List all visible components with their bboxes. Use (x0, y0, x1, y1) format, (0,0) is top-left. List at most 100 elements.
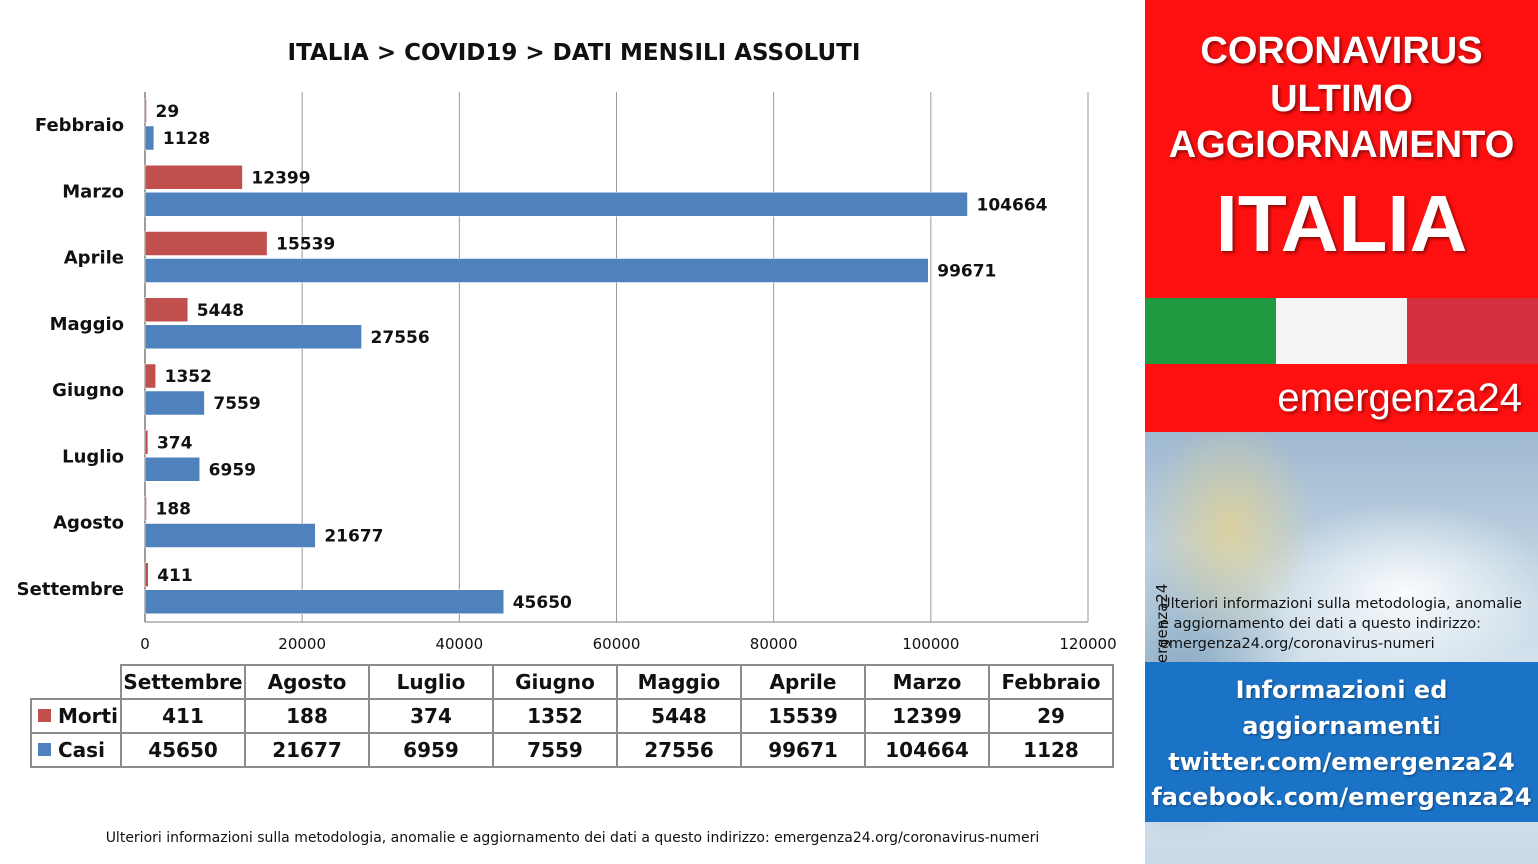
category-label: Febbraio (35, 115, 124, 136)
table-cell: 6959 (368, 732, 494, 768)
headline-line: CORONAVIRUS (1200, 30, 1483, 72)
x-tick-label: 0 (140, 635, 150, 653)
bar-value-label: 6959 (209, 460, 256, 480)
chart-panel: ITALIA > COVID19 > DATI MENSILI ASSOLUTI… (16, 40, 1117, 846)
legend-label-casi: Casi (58, 738, 105, 762)
bar-value-label: 7559 (213, 394, 260, 414)
category-label: Agosto (53, 513, 124, 534)
bar-value-label: 411 (157, 566, 193, 586)
table-cell: 1352 (492, 698, 618, 734)
bar-morti (144, 231, 268, 256)
table-col-header: Luglio (368, 664, 494, 700)
bar-casi (144, 258, 929, 283)
bar-value-label: 188 (156, 500, 192, 520)
bar-morti (144, 165, 243, 190)
table-col-header: Settembre (120, 664, 246, 700)
bar-morti (144, 297, 189, 322)
bar-value-label: 99671 (937, 262, 996, 282)
table-cell: 374 (368, 698, 494, 734)
info-note: Ulteriori informazioni sulla metodologia… (1160, 596, 1523, 652)
bar-morti (144, 562, 149, 587)
table-col-header: Marzo (864, 664, 990, 700)
flag-green-stripe (1145, 298, 1276, 364)
bar-casi (144, 457, 200, 482)
table-header-row: Settembre Agosto Luglio Giugno Maggio Ap… (31, 664, 1114, 700)
table-col-header: Maggio (616, 664, 742, 700)
table-cell: 188 (244, 698, 370, 734)
brand-bar: emergenza24 (1145, 364, 1538, 432)
legend-swatch-morti (38, 709, 51, 722)
bar-value-label: 1128 (163, 129, 210, 149)
table-row-header: Morti (30, 698, 122, 734)
category-label: Marzo (62, 181, 124, 202)
table-cell: 12399 (864, 698, 990, 734)
bar-value-label: 5448 (197, 301, 244, 321)
bar-casi (144, 125, 155, 151)
social-line: aggiornamenti (1242, 712, 1441, 740)
category-label: Giugno (52, 380, 124, 401)
table-row-morti: Morti 411 188 374 1352 5448 15539 12399 … (30, 698, 1114, 734)
headline-line: ULTIMO (1270, 78, 1413, 120)
table-cell: 99671 (740, 732, 866, 768)
table-cell: 1128 (988, 732, 1114, 768)
headline-box: CORONAVIRUS ULTIMO AGGIORNAMENTO ITALIA (1145, 0, 1538, 298)
bar-value-label: 104664 (976, 195, 1047, 215)
data-table: Settembre Agosto Luglio Giugno Maggio Ap… (30, 664, 1114, 768)
bar-value-label: 15539 (276, 235, 335, 255)
table-col-header: Aprile (740, 664, 866, 700)
table-cell: 29 (988, 698, 1114, 734)
category-label: Maggio (50, 314, 124, 335)
bar-value-label: 21677 (324, 527, 383, 547)
chart-title: ITALIA > COVID19 > DATI MENSILI ASSOLUTI (287, 40, 861, 66)
table-row-header: Casi (30, 732, 122, 768)
category-label: Aprile (64, 248, 124, 269)
category-label: Luglio (62, 446, 124, 467)
bar-value-label: 1352 (165, 367, 212, 387)
social-line: Informazioni ed (1235, 676, 1448, 704)
table-cell: 7559 (492, 732, 618, 768)
flag-red-stripe (1407, 298, 1538, 364)
bar-casi (144, 324, 362, 349)
table-row-casi: Casi 45650 21677 6959 7559 27556 99671 1… (30, 732, 1114, 768)
headline-country: ITALIA (1215, 179, 1468, 268)
category-label: Settembre (17, 579, 124, 600)
bar-casi (144, 192, 968, 217)
legend-label-morti: Morti (58, 704, 118, 728)
footer-note: Ulteriori informazioni sulla metodologia… (105, 830, 1040, 846)
table-corner (31, 665, 122, 700)
table-col-header: Febbraio (988, 664, 1114, 700)
social-box: Informazioni ed aggiornamenti twitter.co… (1145, 662, 1538, 822)
table-cell: 411 (120, 698, 246, 734)
legend-swatch-casi (38, 743, 51, 756)
bar-chart: 0 20000 40000 60000 80000 100000 120000 Febbrai… (17, 92, 1117, 653)
table-col-header: Agosto (244, 664, 370, 700)
bar-value-label: 12399 (251, 168, 310, 188)
table-cell: 21677 (244, 732, 370, 768)
x-tick-label: 60000 (593, 635, 641, 653)
italian-flag (1145, 298, 1538, 364)
x-tick-label: 100000 (902, 635, 959, 653)
headline-line: AGGIORNAMENTO (1168, 124, 1515, 166)
brand-name: emergenza24 (1277, 376, 1522, 420)
table-cell: 45650 (120, 732, 246, 768)
bar-morti (144, 98, 147, 124)
table-cell: 27556 (616, 732, 742, 768)
x-tick-label: 20000 (278, 635, 326, 653)
bar-morti (144, 496, 147, 521)
bar-value-label: 29 (156, 102, 180, 122)
bar-value-label: 45650 (513, 593, 572, 613)
flag-white-stripe (1276, 298, 1407, 364)
bar-morti (144, 363, 156, 389)
x-tick-label: 40000 (435, 635, 483, 653)
sidebar-panel: CORONAVIRUS ULTIMO AGGIORNAMENTO ITALIA … (1145, 0, 1538, 864)
twitter-link[interactable]: twitter.com/emergenza24 (1168, 748, 1515, 776)
bar-value-label: 374 (157, 433, 193, 453)
bar-casi (144, 390, 205, 416)
bar-casi (144, 523, 316, 548)
facebook-link[interactable]: facebook.com/emergenza24 (1151, 783, 1532, 811)
bar-casi (144, 589, 504, 614)
table-cell: 15539 (740, 698, 866, 734)
x-tick-label: 120000 (1059, 635, 1116, 653)
table-col-header: Giugno (492, 664, 618, 700)
bar-morti (144, 430, 149, 455)
